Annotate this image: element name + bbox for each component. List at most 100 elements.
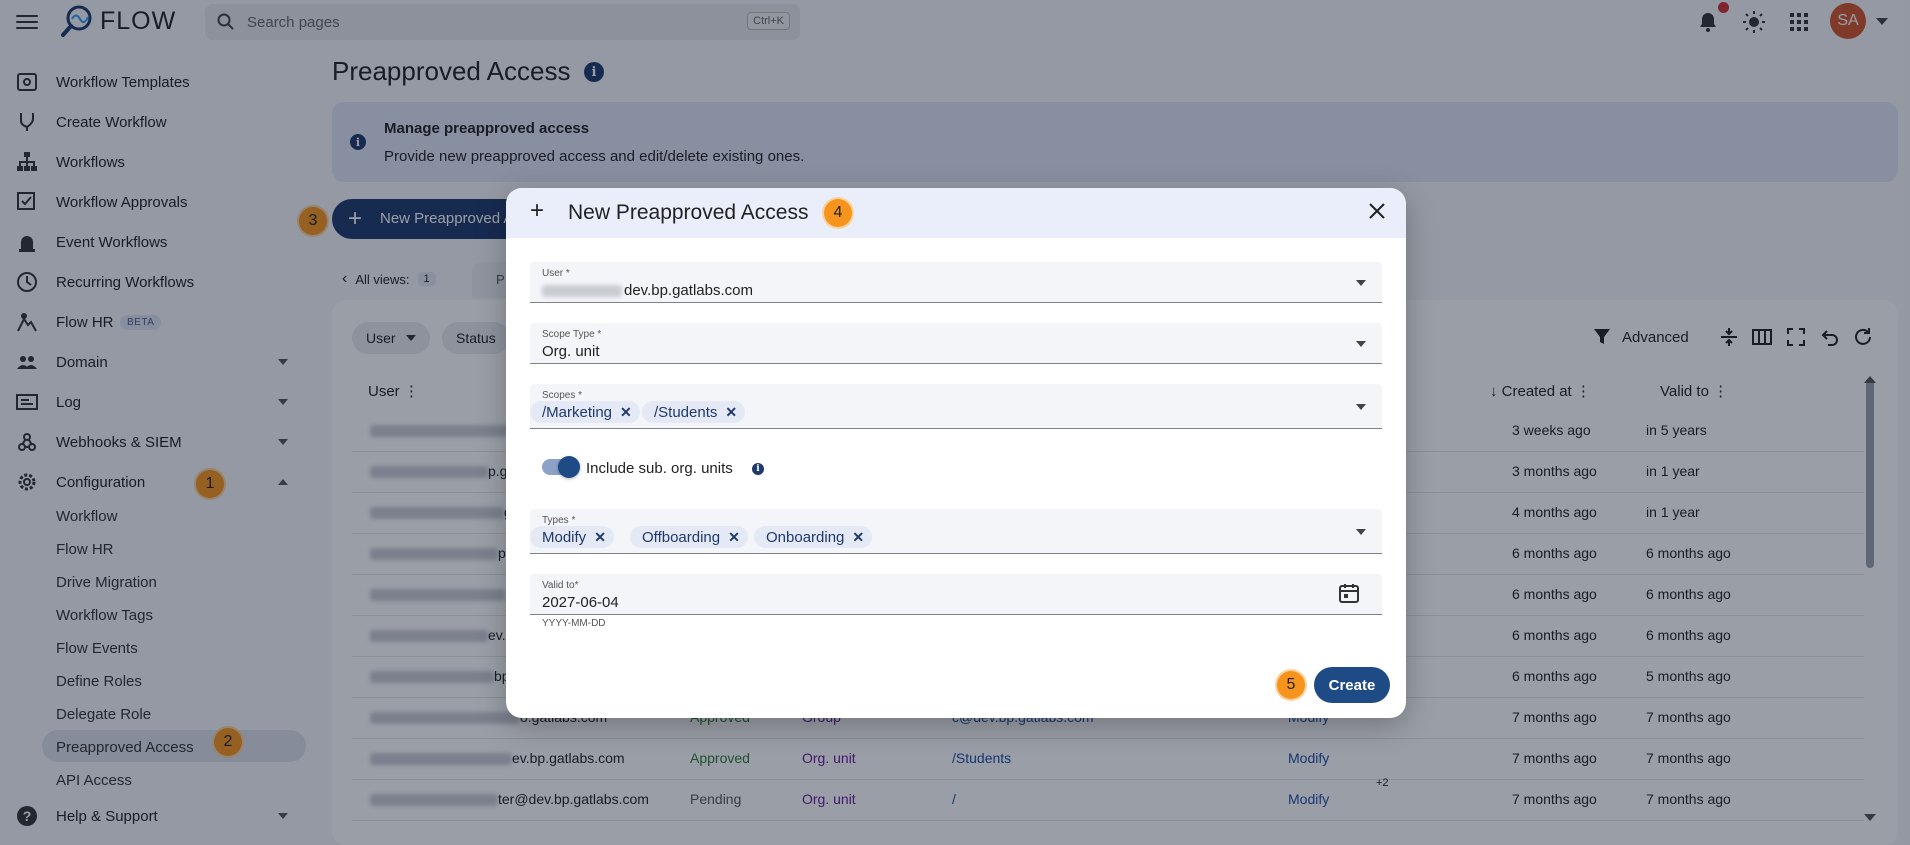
brightness-icon[interactable] bbox=[1742, 10, 1766, 34]
info-icon[interactable]: i bbox=[584, 62, 604, 82]
views-count: 1 bbox=[417, 272, 436, 286]
include-sub-org-toggle[interactable] bbox=[542, 456, 580, 478]
search-input[interactable]: Search pages Ctrl+K bbox=[205, 4, 800, 40]
scope-chip-marketing[interactable]: /Marketing ✕ bbox=[530, 401, 640, 423]
sidebar-item-event-workflows[interactable]: Event Workflows bbox=[0, 224, 318, 260]
chip-label: /Marketing bbox=[542, 403, 613, 421]
scopes-select[interactable]: Scopes * /Marketing ✕ /Students ✕ bbox=[530, 384, 1382, 429]
calendar-icon[interactable] bbox=[1338, 582, 1360, 604]
row-divider bbox=[352, 820, 1864, 821]
density-icon[interactable] bbox=[1718, 326, 1740, 348]
column-header-user[interactable]: User ⋮ bbox=[368, 383, 419, 400]
type-chip-onboarding[interactable]: Onboarding ✕ bbox=[754, 526, 873, 548]
user-select[interactable]: User * dev.bp.gatlabs.com bbox=[530, 262, 1382, 303]
log-icon bbox=[16, 394, 38, 410]
scroll-down-icon[interactable] bbox=[1864, 814, 1876, 821]
header-label: Valid to bbox=[1660, 383, 1709, 400]
sidebar-item-workflows[interactable]: Workflows bbox=[0, 144, 318, 180]
close-icon[interactable]: ✕ bbox=[852, 528, 865, 545]
redacted-text bbox=[370, 589, 505, 601]
sidebar-item-recurring-workflows[interactable]: Recurring Workflows bbox=[0, 264, 318, 300]
refresh-icon[interactable] bbox=[1852, 326, 1874, 348]
sidebar-item-log[interactable]: Log bbox=[0, 384, 318, 420]
created-at-cell: 4 months ago bbox=[1512, 504, 1597, 520]
row-divider bbox=[352, 779, 1864, 780]
type-chip-modify[interactable]: Modify ✕ bbox=[530, 526, 614, 548]
row-divider bbox=[352, 738, 1864, 739]
template-icon bbox=[17, 73, 37, 91]
type-cell[interactable]: Modify bbox=[1288, 791, 1330, 807]
logo-icon bbox=[61, 5, 92, 37]
views-selector[interactable]: ‹ All views: 1 bbox=[342, 270, 436, 288]
config-item-api-access[interactable]: API Access bbox=[56, 772, 132, 789]
menu-icon[interactable] bbox=[16, 12, 38, 30]
info-icon[interactable]: i bbox=[752, 463, 764, 475]
close-icon[interactable]: ✕ bbox=[728, 528, 740, 545]
undo-icon[interactable] bbox=[1818, 326, 1840, 348]
help-icon: ? bbox=[17, 806, 37, 826]
chevron-down-icon bbox=[1356, 404, 1366, 410]
valid-to-cell: 6 months ago bbox=[1646, 545, 1731, 561]
sidebar-item-webhooks[interactable]: Webhooks & SIEM bbox=[0, 424, 318, 460]
info-icon: i bbox=[350, 134, 366, 150]
sidebar-item-workflow-approvals[interactable]: Workflow Approvals bbox=[0, 184, 318, 220]
scope-cell[interactable]: /Students bbox=[952, 750, 1012, 766]
sidebar-item-label: Create Workflow bbox=[56, 113, 167, 131]
config-item-delegate-role[interactable]: Delegate Role bbox=[56, 706, 152, 723]
close-icon[interactable]: ✕ bbox=[594, 528, 606, 545]
filter-status[interactable]: Status bbox=[442, 322, 510, 354]
config-item-drive-migration[interactable]: Drive Migration bbox=[56, 574, 157, 591]
apps-grid-icon[interactable] bbox=[1787, 10, 1811, 34]
config-item-flow-events[interactable]: Flow Events bbox=[56, 640, 138, 657]
config-item-workflow[interactable]: Workflow bbox=[56, 508, 118, 525]
filter-user[interactable]: User bbox=[352, 322, 430, 354]
type-cell[interactable]: Modify bbox=[1288, 750, 1330, 766]
avatar[interactable]: SA bbox=[1830, 3, 1866, 39]
sidebar-item-create-workflow[interactable]: Create Workflow bbox=[0, 104, 318, 140]
search-icon bbox=[217, 13, 234, 30]
scroll-up-icon[interactable] bbox=[1864, 376, 1876, 383]
redacted-text bbox=[370, 548, 498, 560]
scope-chip-students[interactable]: /Students ✕ bbox=[642, 401, 746, 423]
config-item-define-roles[interactable]: Define Roles bbox=[56, 673, 142, 690]
sidebar-item-help[interactable]: ? Help & Support bbox=[0, 798, 318, 834]
type-chip-offboarding[interactable]: Offboarding ✕ bbox=[630, 526, 748, 548]
create-button[interactable]: Create bbox=[1314, 667, 1390, 703]
sidebar-item-domain[interactable]: Domain bbox=[0, 344, 318, 380]
types-select[interactable]: Types * Modify ✕ Offboarding ✕ Onboardin… bbox=[530, 509, 1382, 554]
column-header-created-at[interactable]: ↓ Created at ⋮ bbox=[1490, 383, 1591, 400]
step-badge-1: 1 bbox=[196, 470, 224, 498]
config-item-preapproved-access[interactable]: Preapproved Access bbox=[56, 739, 194, 756]
redacted-text bbox=[370, 753, 512, 765]
advanced-filter-button[interactable]: Advanced bbox=[1592, 326, 1689, 348]
plus-icon: + bbox=[530, 197, 545, 224]
config-item-workflow-tags[interactable]: Workflow Tags bbox=[56, 607, 153, 624]
valid-to-cell: 5 months ago bbox=[1646, 668, 1731, 684]
redacted-text bbox=[370, 671, 494, 683]
app-logo[interactable]: FLOW bbox=[60, 4, 176, 38]
redacted-text bbox=[370, 794, 498, 806]
valid-to-date-field[interactable]: Valid to* 2027-06-04 bbox=[530, 574, 1382, 615]
sidebar-item-flow-hr[interactable]: Flow HR BETA bbox=[0, 304, 318, 340]
fullscreen-icon[interactable] bbox=[1785, 326, 1807, 348]
table-scrollbar[interactable] bbox=[1866, 378, 1874, 568]
chevron-down-icon[interactable] bbox=[1876, 18, 1888, 25]
user-cell: ter@dev.bp.gatlabs.com bbox=[498, 791, 649, 807]
chip-label: /Students bbox=[654, 403, 718, 421]
close-icon[interactable]: ✕ bbox=[620, 403, 632, 420]
bell-icon[interactable] bbox=[1696, 10, 1720, 34]
close-icon[interactable]: ✕ bbox=[725, 403, 738, 420]
scope-type-cell: Org. unit bbox=[802, 791, 856, 807]
sidebar-item-workflow-templates[interactable]: Workflow Templates bbox=[0, 64, 318, 100]
filter-user-label: User bbox=[366, 330, 396, 346]
sidebar-item-label: Workflow Approvals bbox=[56, 193, 188, 211]
config-item-flow-hr[interactable]: Flow HR bbox=[56, 541, 114, 558]
scope-type-select[interactable]: Scope Type * Org. unit bbox=[530, 323, 1382, 364]
chevron-left-icon[interactable]: ‹ bbox=[342, 270, 348, 287]
columns-icon[interactable] bbox=[1751, 326, 1773, 348]
filter-icon bbox=[1594, 329, 1610, 344]
sidebar-item-configuration[interactable]: Configuration bbox=[0, 464, 318, 500]
close-icon[interactable] bbox=[1366, 200, 1388, 222]
scope-cell[interactable]: / bbox=[952, 791, 956, 807]
column-header-valid-to[interactable]: Valid to ⋮ bbox=[1660, 383, 1729, 400]
